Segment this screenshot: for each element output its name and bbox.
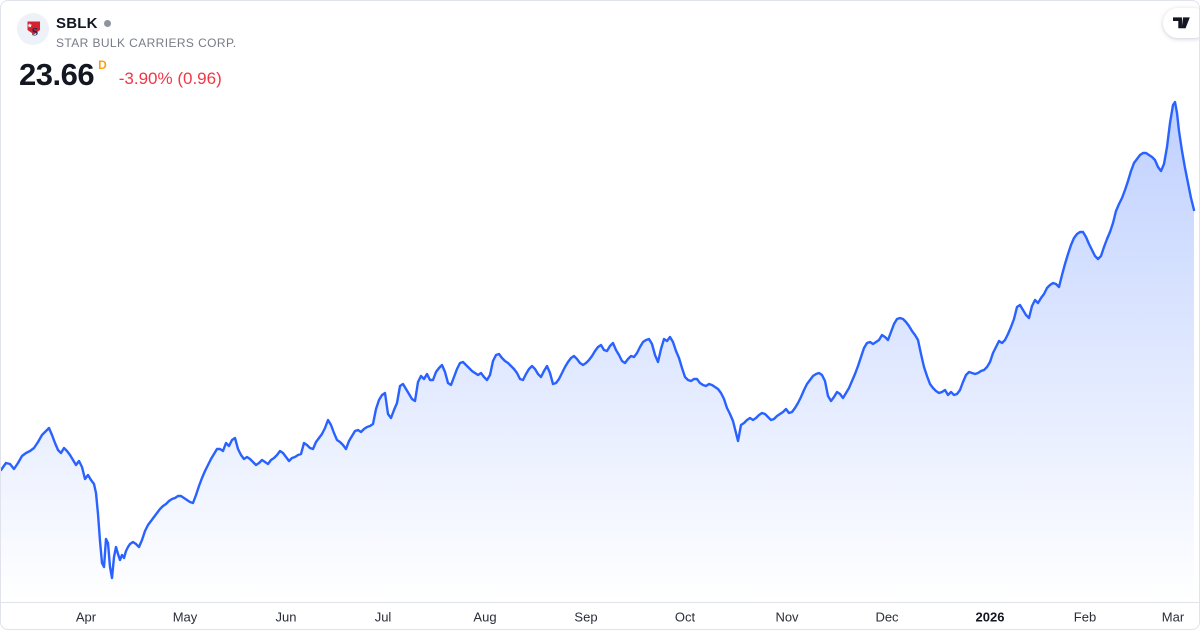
x-axis-label-2026: 2026	[975, 609, 1005, 624]
x-axis-label-nov: Nov	[775, 609, 799, 624]
symbol-ticker[interactable]: SBLK	[56, 14, 98, 32]
company-name: STAR BULK CARRIERS CORP.	[56, 36, 237, 50]
x-axis-label-sep: Sep	[574, 609, 598, 624]
chart-price-line	[1, 100, 1196, 580]
tradingview-icon	[1173, 17, 1190, 29]
star-bulk-logo-icon: S	[27, 21, 40, 38]
x-axis-label-mar: Mar	[1161, 609, 1185, 624]
interval-badge: D	[98, 58, 107, 72]
svg-text:S: S	[31, 26, 37, 38]
x-axis-label-jul: Jul	[374, 609, 392, 624]
x-axis-label-aug: Aug	[473, 609, 497, 624]
header: S SBLK STAR BULK CARRIERS CORP. 23.66 D …	[17, 13, 237, 90]
tradingview-logo-link[interactable]	[1163, 8, 1199, 38]
x-axis-label-may: May	[172, 609, 198, 624]
x-axis-label-dec: Dec	[875, 609, 899, 624]
symbol-link[interactable]: S SBLK STAR BULK CARRIERS CORP.	[17, 13, 237, 50]
x-axis-label-oct: Oct	[674, 609, 696, 624]
price-change: -3.90% (0.96)	[118, 69, 222, 88]
price-row: 23.66 D -3.90% (0.96)	[19, 59, 237, 90]
symbol-logo[interactable]: S	[17, 13, 49, 45]
x-axis-label-jun: Jun	[275, 609, 297, 624]
chart-area-fill	[1, 102, 1194, 602]
x-axis-label-feb: Feb	[1073, 609, 1097, 624]
x-axis-label-apr: Apr	[75, 609, 97, 624]
symbol-texts: SBLK STAR BULK CARRIERS CORP.	[56, 13, 237, 51]
x-axis[interactable]: Apr May Jun Jul Aug Sep Oct Nov Dec 2026 Feb Mar	[1, 603, 1199, 629]
x-axis-separator	[1, 602, 1199, 603]
market-status-dot-icon	[103, 19, 111, 27]
last-price: 23.66	[19, 57, 95, 92]
